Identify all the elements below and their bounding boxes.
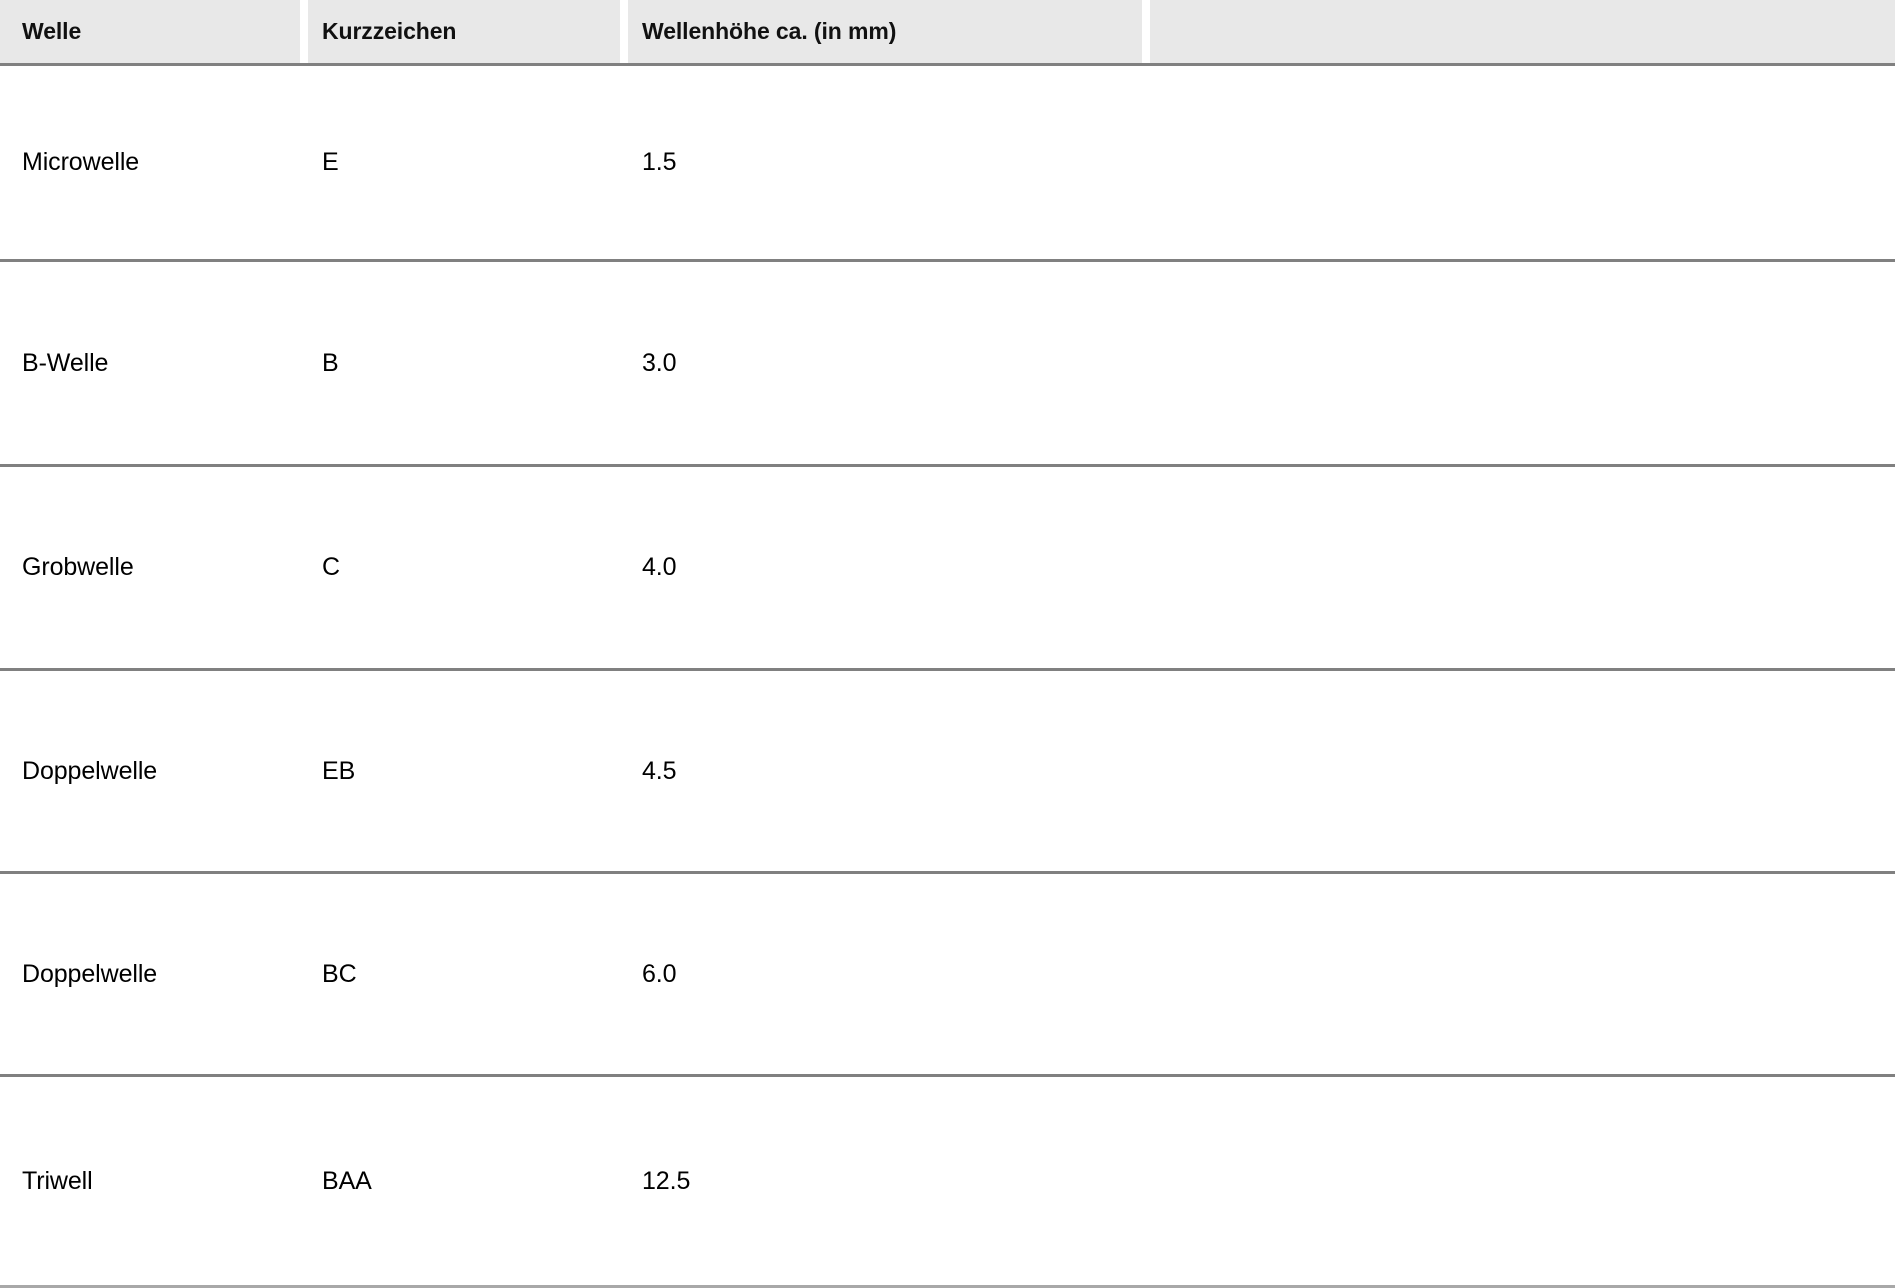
cell-kurzzeichen: EB [308, 671, 620, 871]
kurzzeichen-value: EB [322, 756, 356, 785]
kurzzeichen-value: C [322, 553, 340, 581]
table-row: Doppelwelle EB 4.5 [0, 668, 1895, 871]
column-header-wellenhoehe: Wellenhöhe ca. (in mm) [628, 0, 1142, 63]
cell-kurzzeichen: BAA [308, 1077, 620, 1285]
wellenhoehe-value: 1.5 [642, 148, 677, 176]
table-row: Doppelwelle BC 6.0 [0, 871, 1895, 1074]
column-header-kurzzeichen: Kurzzeichen [308, 0, 620, 63]
cell-welle: B-Welle [0, 262, 300, 464]
cell-abbildung [1150, 671, 1895, 871]
cell-abbildung [1150, 1077, 1895, 1285]
table-row: B-Welle B 3.0 [0, 259, 1895, 464]
table-row: Grobwelle C 4.0 [0, 464, 1895, 668]
wellenhoehe-value: 3.0 [642, 348, 677, 377]
welle-name: Doppelwelle [22, 756, 158, 785]
column-header-abbildung [1150, 0, 1895, 63]
cell-abbildung [1150, 66, 1895, 259]
table-header-row: Welle Kurzzeichen Wellenhöhe ca. (in mm) [0, 0, 1895, 63]
cell-kurzzeichen: E [308, 66, 620, 259]
cell-wellenhoehe: 1.5 [628, 66, 1142, 259]
column-header-wellenhoehe-label: Wellenhöhe ca. (in mm) [642, 18, 897, 44]
cell-kurzzeichen: BC [308, 874, 620, 1074]
wellenhoehe-value: 6.0 [642, 959, 677, 988]
kurzzeichen-value: E [322, 148, 339, 176]
cell-wellenhoehe: 4.5 [628, 671, 1142, 871]
wellenhoehe-value: 12.5 [642, 1166, 691, 1195]
column-header-welle: Welle [0, 0, 300, 63]
table-row: Triwell BAA 12.5 [0, 1074, 1895, 1285]
kurzzeichen-value: BC [322, 959, 357, 988]
welle-name: Grobwelle [22, 553, 134, 581]
cell-welle: Grobwelle [0, 467, 300, 668]
cell-wellenhoehe: 4.0 [628, 467, 1142, 668]
welle-name: Doppelwelle [22, 959, 158, 988]
cell-wellenhoehe: 12.5 [628, 1077, 1142, 1285]
wellenhoehe-value: 4.0 [642, 553, 677, 581]
cell-kurzzeichen: C [308, 467, 620, 668]
table-bottom-border [0, 1285, 1895, 1288]
column-header-welle-label: Welle [22, 18, 82, 44]
cell-welle: Triwell [0, 1077, 300, 1285]
table-row: Microwelle E 1.5 [0, 63, 1895, 259]
kurzzeichen-value: B [322, 348, 339, 377]
welle-name: Triwell [22, 1166, 93, 1195]
cell-abbildung [1150, 874, 1895, 1074]
welle-name: B-Welle [22, 348, 109, 377]
cell-wellenhoehe: 6.0 [628, 874, 1142, 1074]
cell-abbildung [1150, 467, 1895, 668]
wellenhoehe-value: 4.5 [642, 756, 677, 785]
column-header-kurzzeichen-label: Kurzzeichen [322, 18, 457, 44]
welle-name: Microwelle [22, 148, 140, 176]
cell-welle: Doppelwelle [0, 671, 300, 871]
kurzzeichen-value: BAA [322, 1166, 372, 1195]
cell-welle: Microwelle [0, 66, 300, 259]
cell-abbildung [1150, 262, 1895, 464]
cell-kurzzeichen: B [308, 262, 620, 464]
cell-welle: Doppelwelle [0, 874, 300, 1074]
cell-wellenhoehe: 3.0 [628, 262, 1142, 464]
